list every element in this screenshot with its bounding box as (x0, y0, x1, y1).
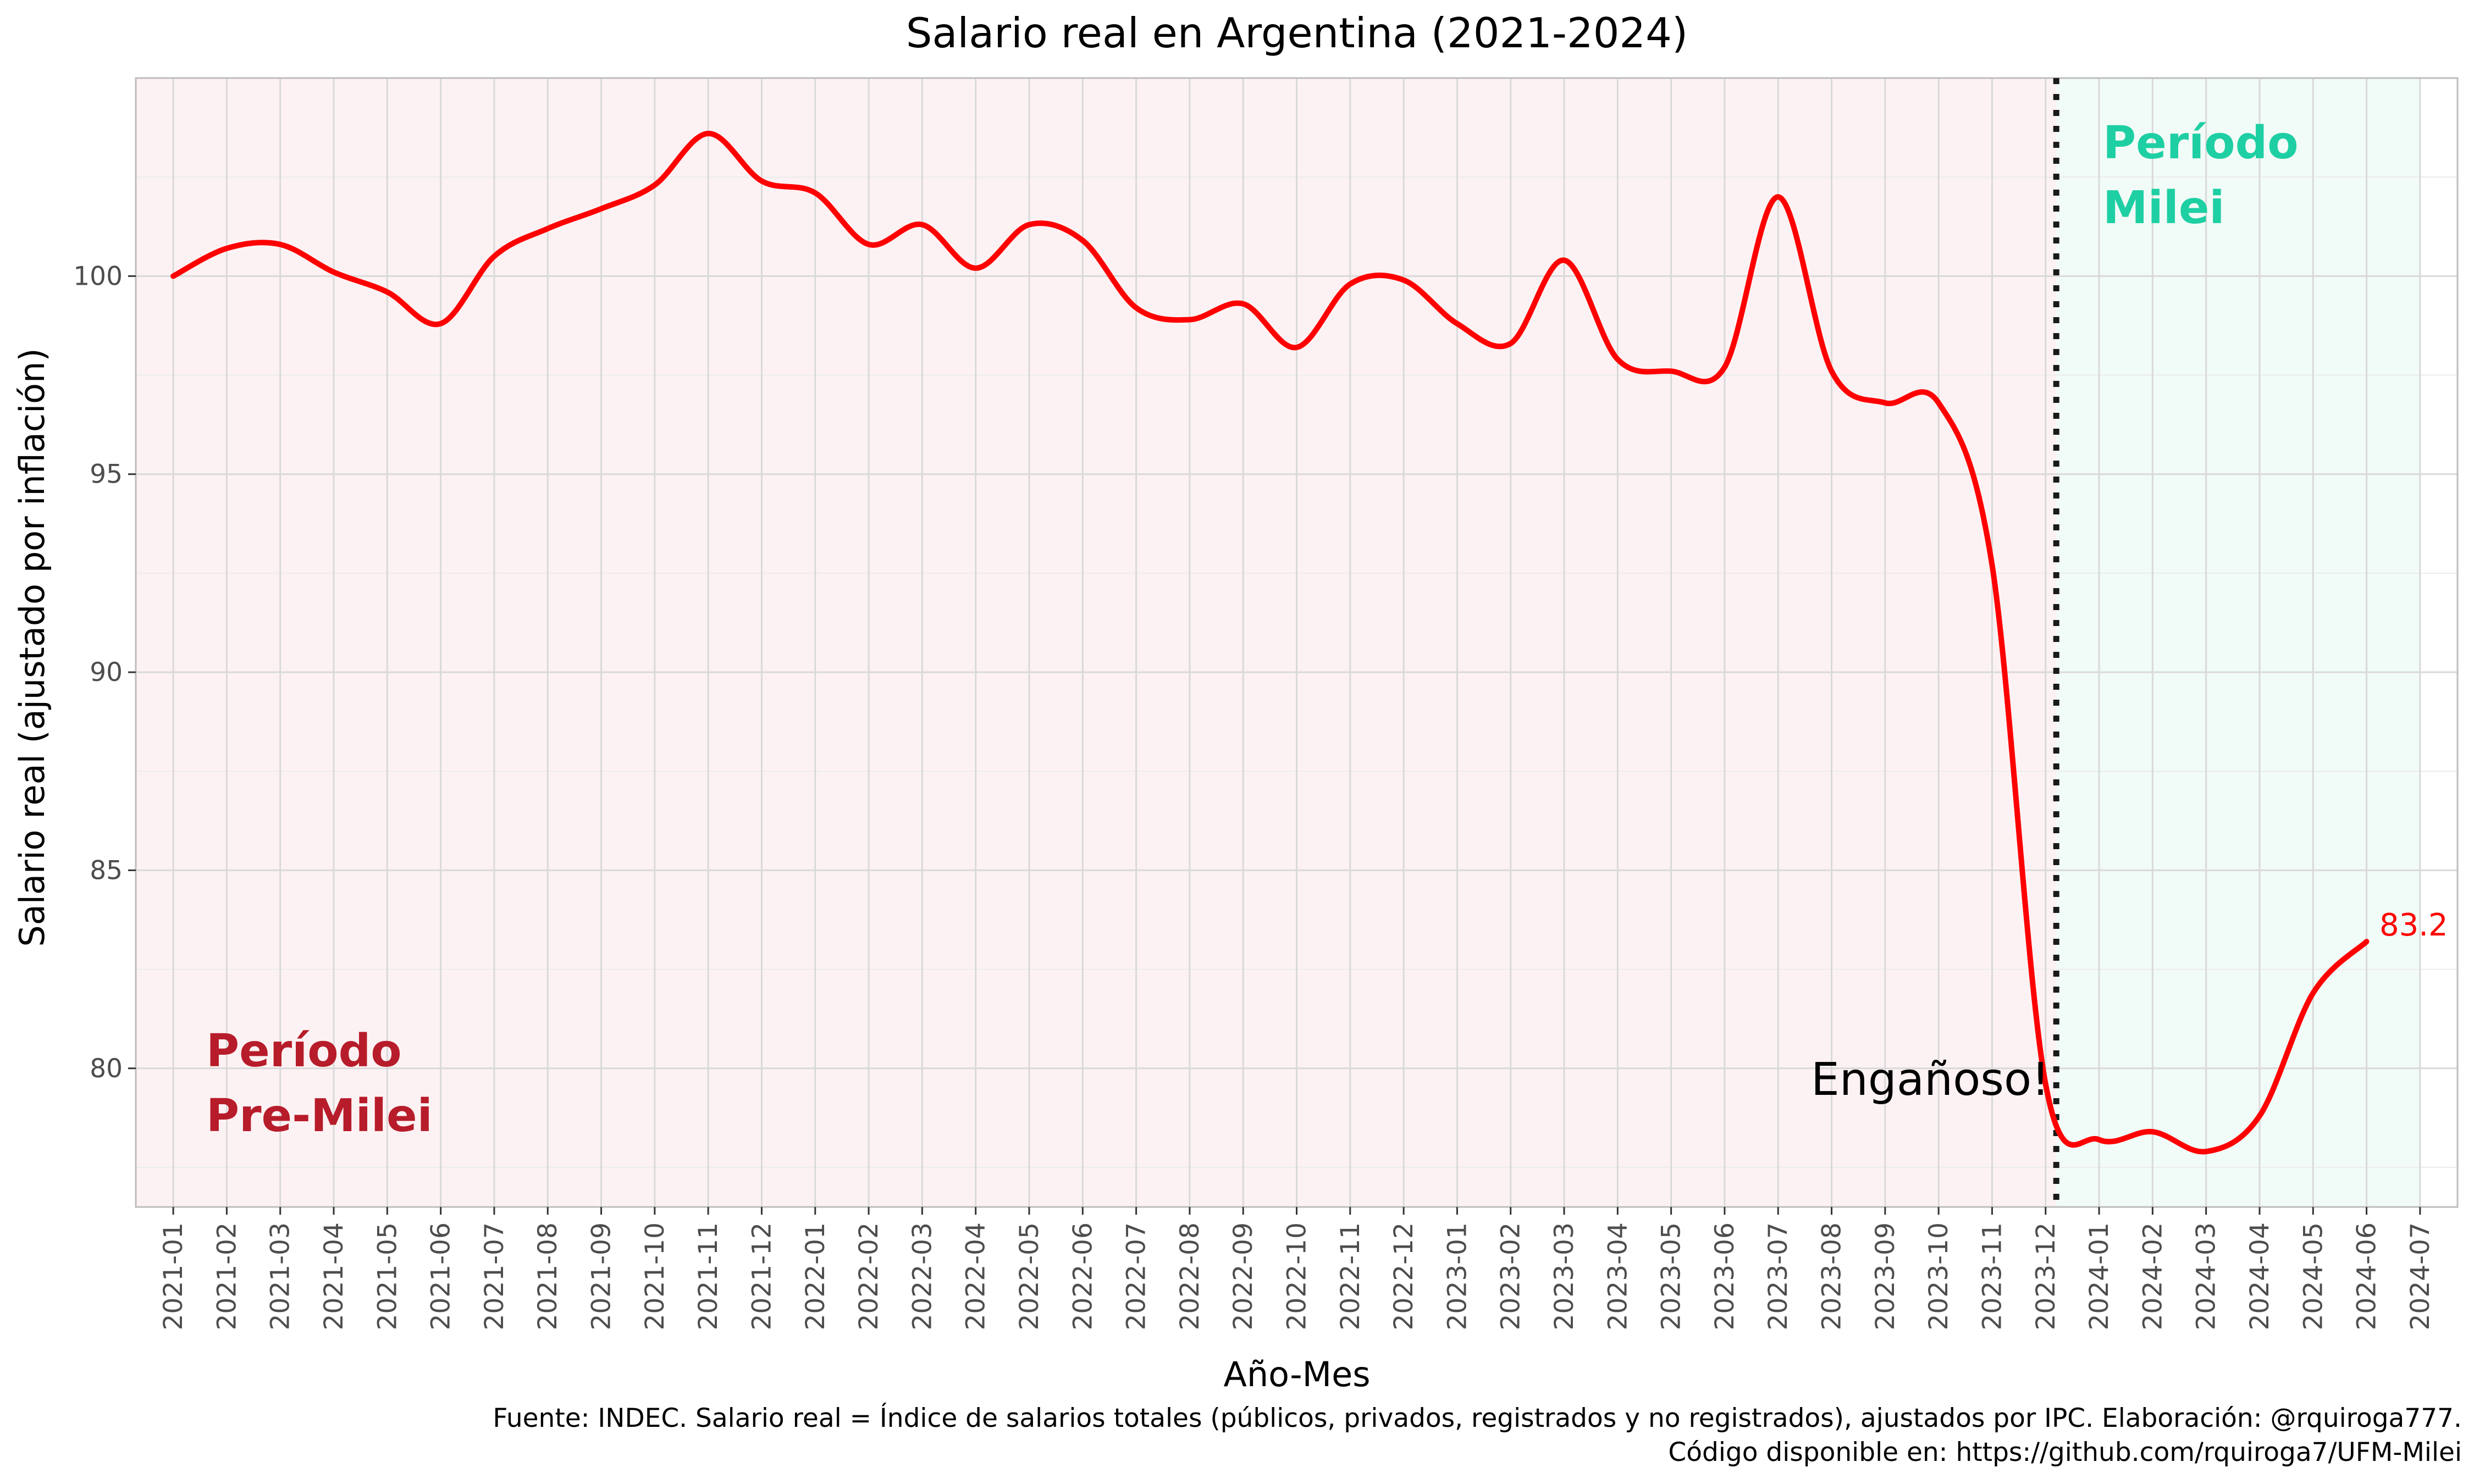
x-tick-label: 2022-12 (1389, 1222, 1419, 1330)
x-tick-label: 2024-06 (2352, 1222, 2382, 1330)
x-tick-label: 2022-03 (907, 1222, 937, 1330)
x-tick-label: 2023-05 (1656, 1222, 1687, 1330)
x-tick-label: 2023-10 (1924, 1222, 1954, 1330)
x-tick-label: 2023-04 (1603, 1222, 1633, 1330)
x-tick-label: 2022-06 (1068, 1222, 1098, 1330)
x-tick-label: 2024-02 (2138, 1222, 2168, 1330)
y-tick-label: 90 (90, 657, 123, 688)
milei-region-shade (2056, 78, 2420, 1207)
x-tick-label: 2021-09 (587, 1222, 617, 1330)
x-tick-label: 2022-10 (1282, 1222, 1312, 1330)
x-tick-label: 2022-04 (961, 1222, 991, 1330)
x-tick-label: 2021-12 (747, 1222, 777, 1330)
pre-milei-region-shade (136, 78, 2057, 1207)
x-tick-label: 2021-07 (479, 1222, 510, 1330)
x-tick-label: 2023-06 (1710, 1222, 1740, 1330)
x-tick-label: 2022-05 (1014, 1222, 1045, 1330)
x-tick-label: 2023-12 (2031, 1222, 2061, 1330)
x-tick-label: 2021-03 (266, 1222, 296, 1330)
x-tick-label: 2023-03 (1549, 1222, 1580, 1330)
misleading-annotation: Engañoso! (1811, 1054, 2050, 1106)
plot-background (136, 78, 2420, 1207)
x-tick-label: 2023-09 (1870, 1222, 1901, 1330)
x-tick-label: 2022-07 (1122, 1222, 1152, 1330)
pre-milei-period-label-line2: Pre-Milei (206, 1090, 433, 1142)
x-tick-label: 2023-01 (1442, 1222, 1472, 1330)
pre-milei-period-label-line1: Período (206, 1025, 402, 1077)
y-tick-label: 100 (73, 261, 123, 291)
x-tick-label: 2024-03 (2191, 1222, 2222, 1330)
x-tick-label: 2023-07 (1763, 1222, 1793, 1330)
x-tick-label: 2021-10 (640, 1222, 670, 1330)
x-tick-label: 2023-02 (1496, 1222, 1526, 1330)
x-tick-label: 2023-11 (1977, 1222, 2007, 1330)
x-tick-label: 2022-01 (800, 1222, 831, 1330)
chart-title: Salario real en Argentina (2021-2024) (906, 9, 1688, 57)
x-tick-label: 2024-05 (2298, 1222, 2328, 1330)
x-tick-label: 2024-04 (2245, 1222, 2275, 1330)
x-tick-label: 2021-01 (158, 1222, 189, 1330)
x-tick-label: 2022-08 (1175, 1222, 1205, 1330)
grid-lines (136, 78, 2458, 1207)
x-tick-label: 2023-08 (1817, 1222, 1847, 1330)
x-tick-label: 2021-11 (693, 1222, 724, 1330)
milei-period-label-line1: Período (2103, 117, 2299, 169)
x-axis-title: Año-Mes (1223, 1354, 1370, 1394)
milei-period-label-line2: Milei (2103, 182, 2225, 234)
last-value-label: 83.2 (2379, 907, 2448, 943)
series-line-real-wage (170, 130, 2370, 1155)
x-tick-label: 2021-08 (533, 1222, 563, 1330)
caption-code: Código disponible en: https://github.com… (1668, 1437, 2462, 1468)
y-axis-ticks: 80 85 90 95 100 (73, 261, 136, 1084)
y-tick-label: 85 (90, 855, 123, 885)
x-tick-label: 2021-04 (319, 1222, 349, 1330)
x-axis-ticks: 2021-01 2021-02 2021-03 2021-04 2021-05 2021-… (158, 1207, 2436, 1330)
x-tick-label: 2022-09 (1228, 1222, 1258, 1330)
x-tick-label: 2021-06 (426, 1222, 456, 1330)
y-tick-label: 80 (90, 1054, 123, 1084)
y-tick-label: 95 (90, 459, 123, 490)
x-tick-label: 2024-07 (2405, 1222, 2436, 1330)
x-tick-label: 2024-01 (2084, 1222, 2114, 1330)
x-tick-label: 2021-02 (212, 1222, 242, 1330)
x-tick-label: 2021-05 (372, 1222, 402, 1330)
x-tick-label: 2022-02 (854, 1222, 884, 1330)
x-tick-label: 2022-11 (1335, 1222, 1366, 1330)
caption-source: Fuente: INDEC. Salario real = Índice de … (493, 1403, 2462, 1433)
y-axis-title: Salario real (ajustado por inflación) (12, 348, 52, 946)
